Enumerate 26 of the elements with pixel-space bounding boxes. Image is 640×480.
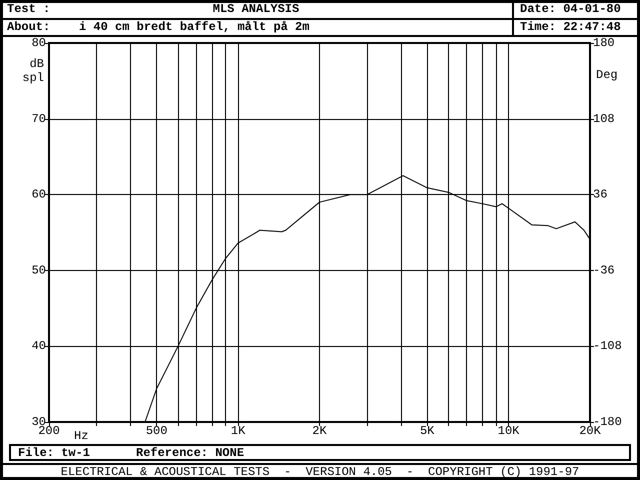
y-tick-label: 70 xyxy=(32,112,46,126)
text: Test : xyxy=(7,2,50,16)
y-axis-title: dB spl xyxy=(21,57,44,85)
y-tick-label: 50 xyxy=(32,263,46,278)
text: About: i 40 cm bredt baffel, målt på 2m xyxy=(7,20,310,34)
y-tick-label: 40 xyxy=(32,339,46,354)
x-tick-label: 5K xyxy=(420,424,436,438)
text: Date: 04-01-80 xyxy=(520,2,621,16)
y2-axis-title: Deg xyxy=(596,68,618,82)
y2-tick-label: 36 xyxy=(593,188,608,202)
y2-tick-label: 108 xyxy=(593,112,615,126)
y-tick-label: 80 xyxy=(32,36,46,50)
text: Reference: NONE xyxy=(136,446,244,460)
x-tick-label: 10K xyxy=(498,424,520,438)
x-tick-label: 500 xyxy=(146,424,168,438)
y2-tick-label: 180 xyxy=(593,36,615,50)
y2-tick-label: -36 xyxy=(593,263,615,278)
x-tick-label: 1K xyxy=(230,424,246,438)
x-axis-title: Hz xyxy=(74,429,88,443)
chart-title: MLS ANALYSIS xyxy=(212,2,300,16)
y-tick-label: 60 xyxy=(32,188,46,202)
text: Time: 22:47:48 xyxy=(520,20,621,34)
text: ELECTRICAL & ACOUSTICAL TESTS - VERSION 4.05 - COPYRIGHT (C) 1991-97 xyxy=(60,465,580,479)
x-tick-label: 2K xyxy=(312,424,328,438)
text: File: tw-1 xyxy=(18,446,90,460)
y2-tick-label: -108 xyxy=(593,339,622,354)
